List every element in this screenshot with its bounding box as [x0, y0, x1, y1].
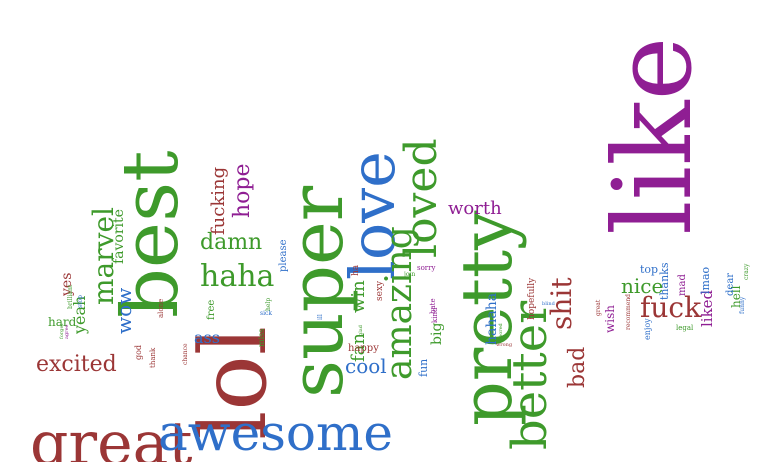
word-bad: bad — [565, 346, 590, 388]
word-legal: legal — [676, 324, 694, 332]
word-crazy: crazy — [743, 263, 750, 280]
word-haha: haha — [200, 259, 275, 294]
word-please: please — [278, 239, 289, 272]
word-sick: sick — [260, 310, 272, 317]
word-hard: hard — [48, 315, 77, 329]
word-hahaha: hahaha — [484, 292, 500, 345]
word-cool: cool — [345, 354, 387, 378]
word-god: god — [134, 344, 143, 360]
word-join: join — [404, 271, 416, 278]
word-chance: chance — [182, 343, 189, 365]
word-great: great — [30, 409, 193, 462]
word-enjoy: enjoy — [643, 318, 652, 340]
word-dear: dear — [725, 272, 736, 296]
word-glad: glad — [358, 325, 364, 336]
word-miss: miss — [257, 328, 266, 347]
word-top: top — [640, 263, 659, 276]
word-blind: blind — [542, 301, 555, 307]
word-worth: worth — [448, 198, 502, 219]
word-bored: bored — [498, 323, 504, 338]
word-fuck: fuck — [640, 291, 702, 324]
word-win: win — [348, 280, 369, 313]
word-damn: damn — [200, 230, 263, 255]
word-mad: mad — [677, 274, 688, 296]
word-nice: nice — [621, 274, 664, 298]
word-brilliant: brilliant — [67, 284, 74, 309]
word-help: help — [265, 297, 272, 311]
word-favorite: favorite — [111, 209, 127, 264]
word-wow: wow — [112, 287, 136, 334]
word-wrong: wrong — [496, 342, 513, 348]
word-happy: happy — [348, 343, 379, 354]
word-lmao: lmao — [699, 266, 712, 294]
word-hope: hope — [230, 163, 255, 218]
word-ha: ha — [351, 264, 361, 276]
word-sorry: sorry — [417, 264, 436, 272]
word-kind: kind — [431, 307, 439, 323]
word-liked: liked — [698, 289, 716, 327]
word-thank: thank — [149, 347, 157, 368]
word-fun: fun — [417, 358, 430, 377]
word-excited: excited — [36, 352, 117, 377]
word-like: like — [591, 36, 716, 235]
word-big: big — [429, 322, 445, 345]
word-fucking: fucking — [208, 166, 229, 235]
word-ass: ass — [194, 328, 220, 347]
word-amazing: amazing — [379, 226, 420, 380]
word-alone: alone — [157, 298, 165, 318]
word-agree: agree — [64, 324, 70, 340]
word-wish: wish — [603, 305, 617, 333]
word-great: great — [595, 299, 602, 316]
word-thanks: thanks — [658, 262, 671, 300]
word-funny: funny — [739, 296, 746, 314]
word-free: free — [206, 299, 217, 320]
word-forget: forget — [59, 323, 65, 339]
word-recommend: recommend — [625, 293, 632, 330]
word-hopefully: hopefully — [527, 277, 537, 320]
word-ill: ill — [317, 314, 324, 320]
word-sexy: sexy — [375, 280, 385, 301]
word-awesome: awesome — [158, 404, 393, 462]
word-stop: stop — [77, 295, 84, 308]
